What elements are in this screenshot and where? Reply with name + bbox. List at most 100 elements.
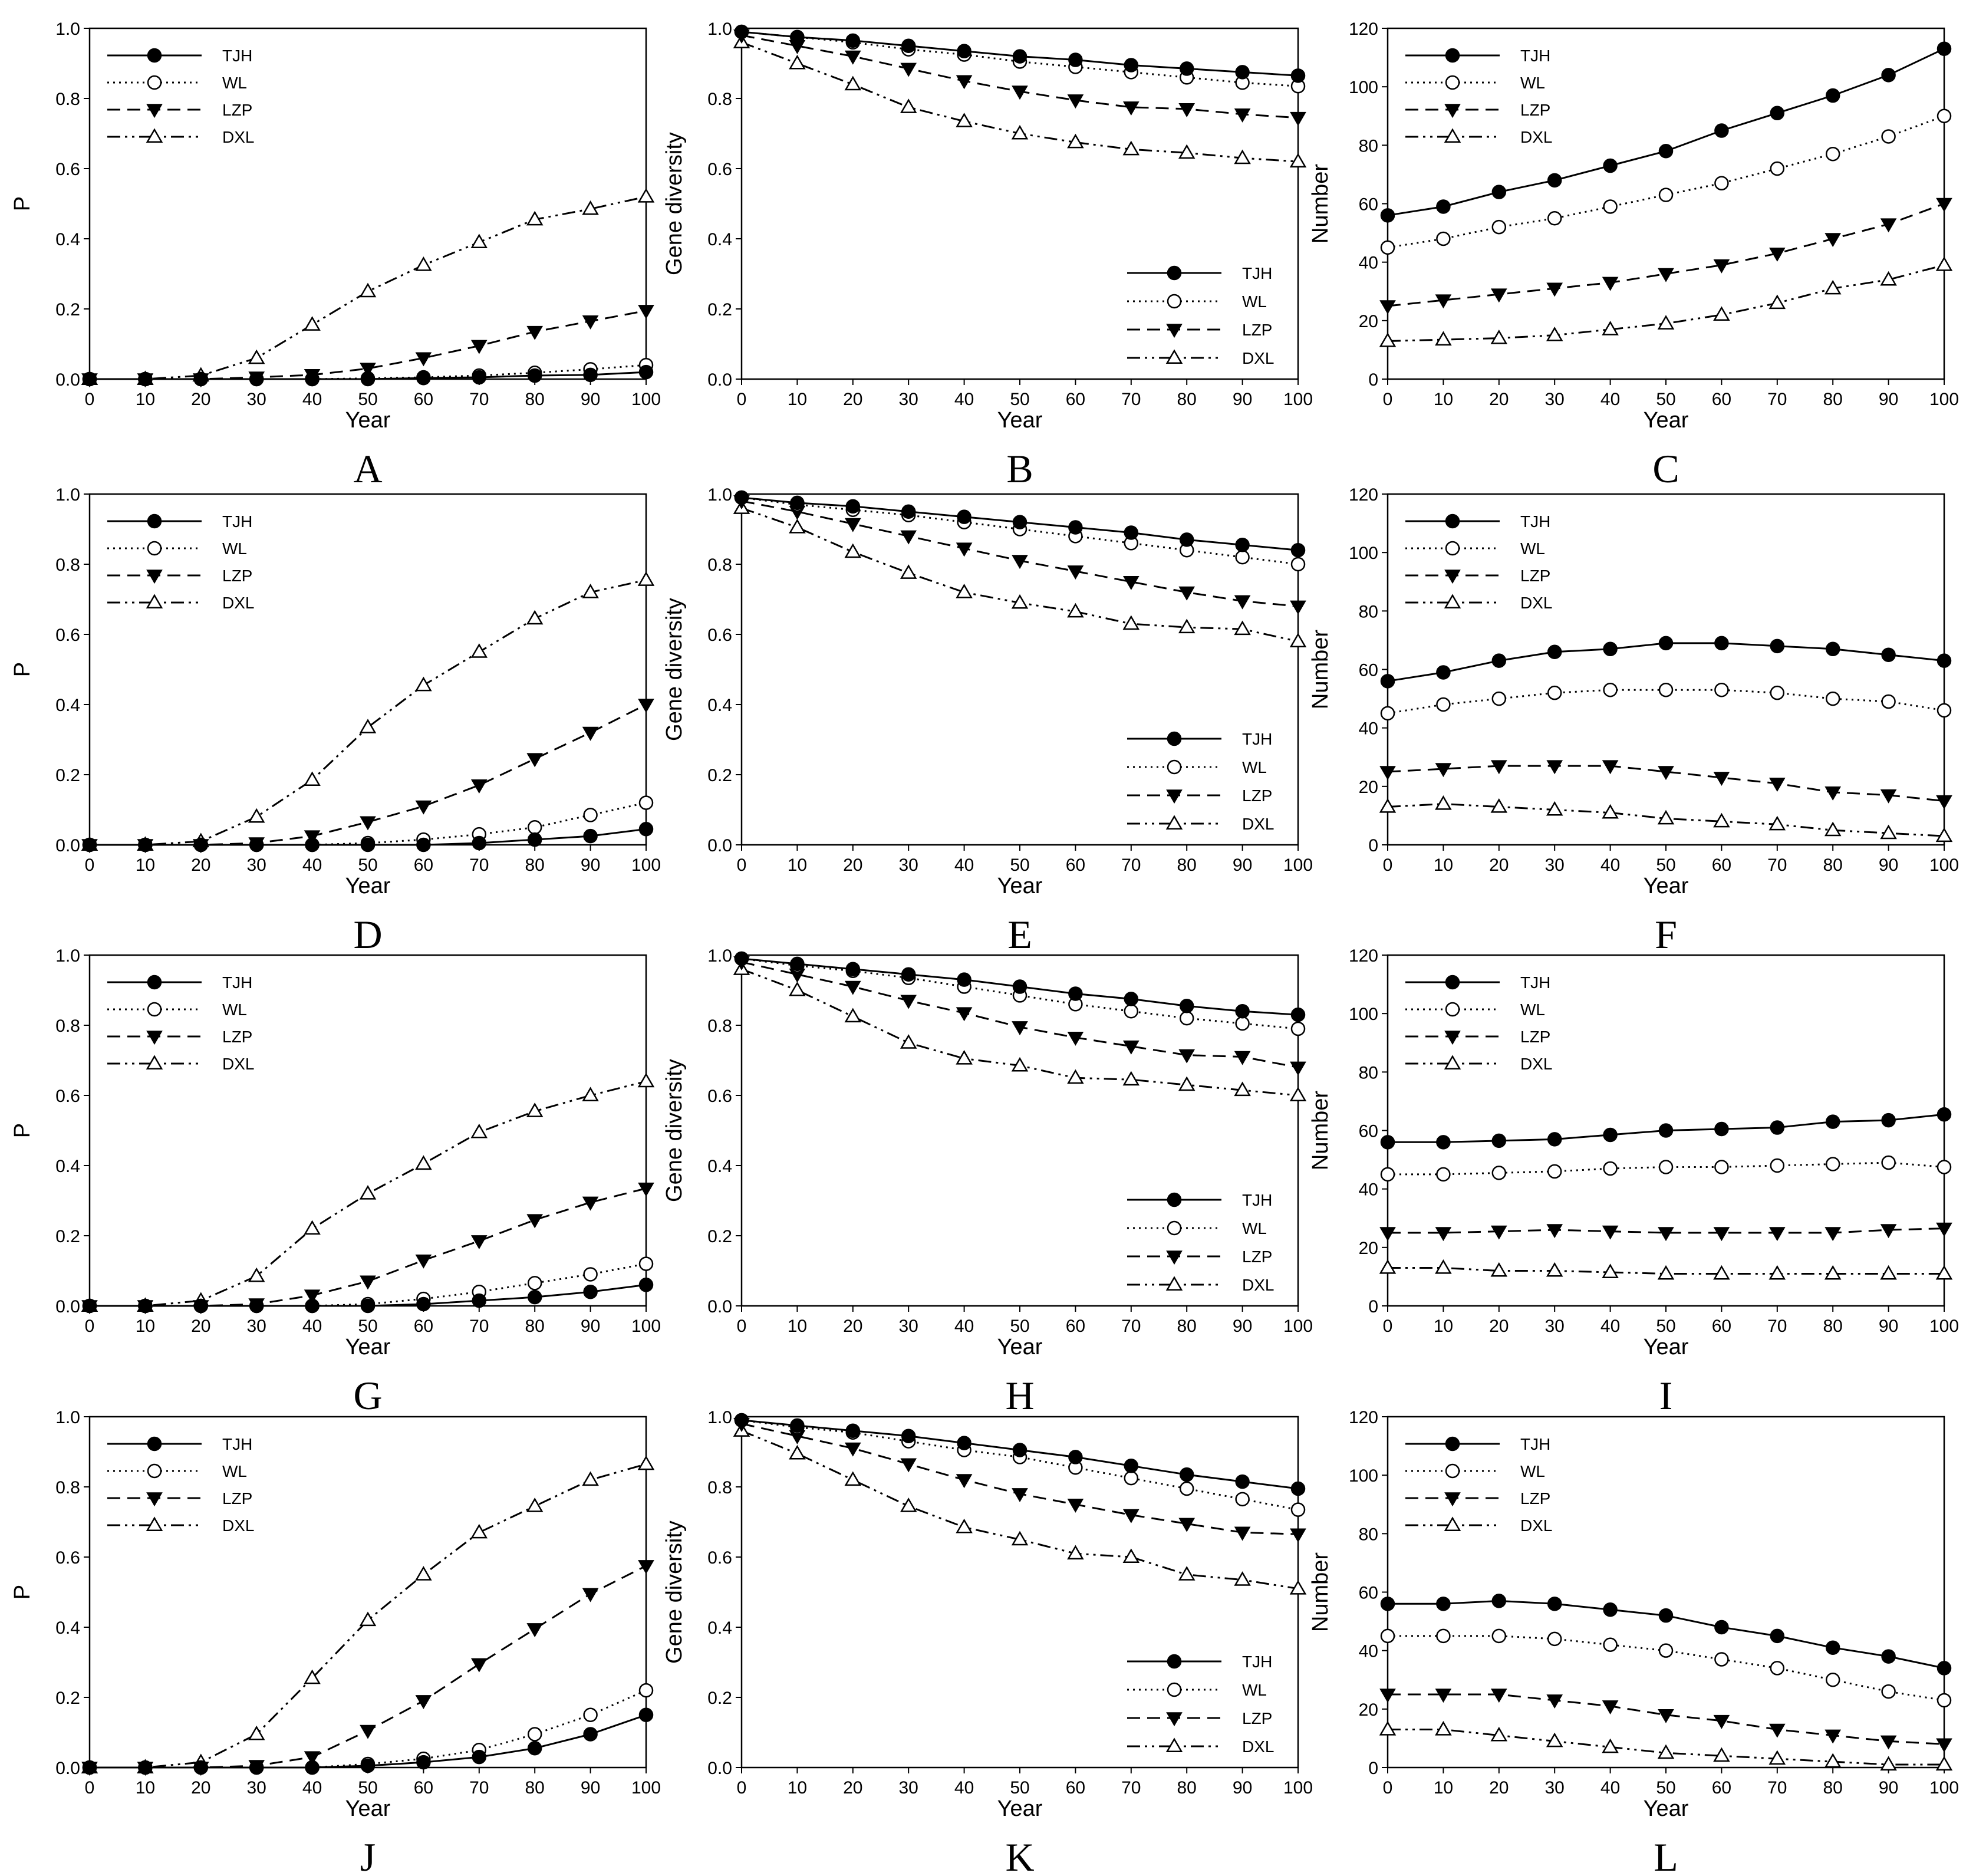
data-point-lzp (1658, 268, 1674, 282)
y-tick-label: 20 (1359, 312, 1378, 331)
data-point-tjh (1603, 641, 1618, 657)
y-tick-label: 0.4 (55, 230, 80, 249)
series-dxl (733, 34, 1307, 168)
x-axis-title: Year (1644, 874, 1689, 898)
data-point-dxl (526, 1102, 544, 1117)
x-tick-label: 70 (1121, 1778, 1141, 1798)
data-point-dxl (789, 981, 806, 996)
data-point-dxl (1824, 1753, 1842, 1768)
data-point-tjh (527, 1741, 542, 1756)
data-point-dxl (248, 1267, 265, 1282)
legend-marker-wl (1445, 541, 1460, 556)
y-tick-label: 120 (1349, 946, 1378, 966)
legend-marker-dxl (1165, 1276, 1183, 1291)
data-point-tjh (138, 1760, 153, 1775)
data-point-tjh (1068, 986, 1083, 1001)
x-tick-label: 80 (525, 855, 545, 875)
x-tick-label: 30 (899, 390, 918, 409)
data-point-tjh (1937, 1661, 1952, 1676)
x-tick-label: 50 (358, 855, 377, 875)
data-point-tjh (138, 371, 153, 387)
panel-d: 0 10 20 30 40 50 60 70 80 90 100 0.0 0.2 0.4 0.6 0.8 1.0… (10, 485, 661, 957)
legend-marker-lzp (146, 1492, 163, 1507)
legend-label-wl: WL (1520, 1462, 1545, 1480)
data-point-lzp (304, 1289, 321, 1304)
y-tick-label: 1.0 (55, 946, 80, 966)
panel-label: F (1655, 912, 1677, 957)
x-tick-label: 80 (1177, 855, 1197, 875)
series-line-lzp (1387, 203, 1945, 307)
data-point-tjh (82, 1298, 97, 1314)
data-point-tjh (845, 1423, 861, 1439)
series-tjh (82, 821, 654, 853)
y-tick-label: 40 (1359, 1180, 1378, 1200)
data-point-lzp (470, 779, 488, 794)
data-point-dxl (248, 808, 265, 823)
data-point-tjh (1179, 532, 1194, 547)
data-point-tjh (1235, 1474, 1250, 1489)
data-point-lzp (1379, 300, 1396, 315)
data-point-wl (1825, 691, 1840, 706)
x-tick-label: 50 (358, 390, 377, 409)
series-wl (1380, 108, 1952, 255)
data-point-tjh (472, 1293, 487, 1308)
data-point-lzp (415, 1254, 432, 1269)
x-tick-label: 90 (581, 1317, 600, 1336)
data-point-dxl (1657, 315, 1675, 330)
data-point-tjh (1235, 1003, 1250, 1019)
legend-marker-tjh (147, 975, 162, 990)
data-point-tjh (1714, 1620, 1729, 1635)
x-tick-label: 0 (737, 1778, 747, 1798)
data-point-dxl (1713, 1265, 1730, 1280)
panel-label: G (353, 1373, 382, 1418)
legend-marker-wl (1167, 1682, 1182, 1697)
data-point-lzp (582, 1588, 599, 1602)
data-point-lzp (1290, 600, 1306, 615)
legend-marker-lzp (1166, 1250, 1183, 1265)
data-point-wl (1658, 187, 1674, 202)
data-point-lzp (1435, 1227, 1452, 1242)
x-tick-label: 30 (247, 855, 266, 875)
data-point-wl (1881, 1155, 1896, 1170)
data-point-dxl (956, 113, 973, 127)
data-point-lzp (415, 352, 432, 367)
data-point-lzp (1234, 595, 1251, 610)
data-point-dxl (359, 282, 377, 298)
data-point-dxl (1122, 140, 1140, 156)
data-point-tjh (249, 1298, 264, 1314)
data-point-dxl (1122, 1071, 1140, 1086)
data-point-lzp (1713, 1714, 1730, 1729)
data-point-dxl (248, 349, 265, 364)
data-point-tjh (845, 962, 861, 977)
x-tick-label: 0 (85, 390, 95, 409)
data-point-dxl (1234, 1571, 1251, 1586)
data-point-lzp (1178, 586, 1196, 601)
series-line-lzp (1387, 765, 1945, 802)
x-tick-label: 0 (85, 1778, 95, 1798)
data-point-lzp (1122, 101, 1140, 116)
x-tick-label: 30 (247, 390, 266, 409)
data-point-lzp (1824, 786, 1842, 801)
legend-e: TJH WL LZP DXL (1127, 730, 1274, 833)
x-tick-label: 90 (1233, 390, 1252, 409)
x-tick-label: 70 (469, 1778, 489, 1798)
data-point-dxl (1824, 279, 1842, 295)
y-axis-title: Number (1308, 1091, 1333, 1170)
data-point-tjh (638, 364, 654, 380)
data-point-lzp (1122, 1040, 1140, 1055)
data-point-dxl (1602, 321, 1619, 335)
panel-label: A (353, 446, 382, 491)
data-point-tjh (249, 837, 264, 853)
x-tick-label: 30 (247, 1778, 266, 1798)
legend-marker-tjh (1167, 731, 1182, 746)
data-point-tjh (1658, 1123, 1674, 1138)
y-tick-label: 0.0 (707, 836, 732, 855)
data-point-tjh (1380, 674, 1395, 689)
data-point-tjh (1547, 644, 1562, 659)
x-axis-title: Year (345, 1335, 391, 1360)
x-tick-label: 40 (1600, 855, 1620, 875)
x-tick-label: 30 (899, 855, 918, 875)
data-point-lzp (1067, 1032, 1084, 1046)
data-point-lzp (1490, 1689, 1507, 1703)
y-tick-label: 40 (1359, 719, 1378, 739)
